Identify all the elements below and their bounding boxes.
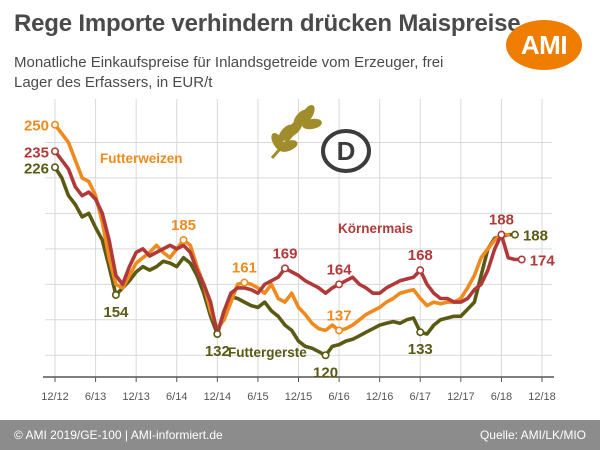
data-point-koernermais <box>280 264 289 273</box>
data-point-koernermais <box>497 230 506 239</box>
data-label-futtergerste: 154 <box>103 304 129 321</box>
chart-title: Rege Importe verhindern drücken Maisprei… <box>14 10 521 37</box>
data-point-futtergerste <box>213 329 222 338</box>
chart-subtitle: Monatliche Einkaufspreise für Inlandsget… <box>14 54 444 91</box>
chart-grid <box>45 99 552 377</box>
series-name-koernermais: Körnermais <box>338 221 413 236</box>
wheat-icon <box>270 104 322 159</box>
data-point-futtergerste <box>50 163 59 172</box>
x-tick-label: 12/14 <box>204 391 232 403</box>
footer: © AMI 2019/GE-100 | AMI-informiert.de Qu… <box>0 420 600 450</box>
x-tick-label: 6/15 <box>247 391 268 403</box>
data-label-futterweizen: 161 <box>232 260 257 277</box>
data-label-koernermais: 168 <box>408 247 433 264</box>
wheat-d-icon: D <box>270 104 371 173</box>
d-badge-letter: D <box>337 136 356 166</box>
data-point-koernermais <box>517 255 526 264</box>
chart-labels: 250 185 161 137 235 169 164 168 188 174 226 154 132 1… <box>24 118 555 382</box>
data-label-koernermais: 235 <box>24 144 49 161</box>
series-line-futterweizen <box>53 122 511 333</box>
data-label-koernermais: 169 <box>272 245 297 262</box>
data-point-futtergerste <box>416 328 425 337</box>
data-label-futtergerste: 226 <box>24 160 49 177</box>
x-tick-label: 6/18 <box>491 391 512 403</box>
data-point-futterweizen <box>240 278 249 287</box>
x-tick-label: 12/15 <box>285 391 313 403</box>
data-point-futtergerste <box>321 351 330 360</box>
d-badge-icon <box>321 129 371 173</box>
data-label-koernermais: 174 <box>530 253 556 270</box>
data-point-futtergerste <box>510 230 519 239</box>
x-tick-label: 12/12 <box>41 391 69 403</box>
data-label-koernermais: 164 <box>327 261 353 278</box>
data-point-koernermais <box>335 280 344 289</box>
x-tick-label: 6/17 <box>410 391 431 403</box>
data-label-futtergerste: 133 <box>408 341 433 358</box>
data-label-futterweizen: 137 <box>327 307 352 324</box>
data-point-futterweizen <box>50 120 59 129</box>
data-point-koernermais <box>416 266 425 275</box>
x-tick-label: 6/16 <box>328 391 349 403</box>
x-tick-label: 12/13 <box>122 391 150 403</box>
series-name-futtergerste: Futtergerste <box>228 345 307 360</box>
price-chart: 12/12 6/13 12/13 6/14 12/14 6/15 12/15 6/16 12/1… <box>24 99 556 403</box>
x-tick-label: 12/16 <box>366 391 394 403</box>
data-point-futterweizen <box>179 236 188 245</box>
x-tick-label: 12/18 <box>528 391 556 403</box>
data-label-futterweizen: 250 <box>24 118 49 135</box>
footer-source: Quelle: AMI/LK/MIO <box>479 428 586 442</box>
data-point-koernermais <box>50 147 59 156</box>
footer-copyright: © AMI 2019/GE-100 | AMI-informiert.de <box>14 428 223 442</box>
data-label-futtergerste: 120 <box>313 364 338 381</box>
data-label-futterweizen: 185 <box>171 217 196 234</box>
x-tick-label: 12/17 <box>447 391 475 403</box>
data-label-futtergerste: 188 <box>523 228 548 245</box>
x-axis: 12/12 6/13 12/13 6/14 12/14 6/15 12/15 6/16 12/1… <box>41 376 556 403</box>
series-line-futtergerste <box>53 165 517 358</box>
ami-logo: AMI <box>506 20 582 70</box>
data-label-futtergerste: 132 <box>205 343 230 360</box>
series-name-futterweizen: Futterweizen <box>100 151 183 166</box>
data-point-futtergerste <box>111 290 120 299</box>
x-tick-label: 6/14 <box>166 391 187 403</box>
data-point-futterweizen <box>335 326 344 335</box>
data-label-koernermais: 188 <box>489 212 514 229</box>
x-tick-label: 6/13 <box>85 391 106 403</box>
